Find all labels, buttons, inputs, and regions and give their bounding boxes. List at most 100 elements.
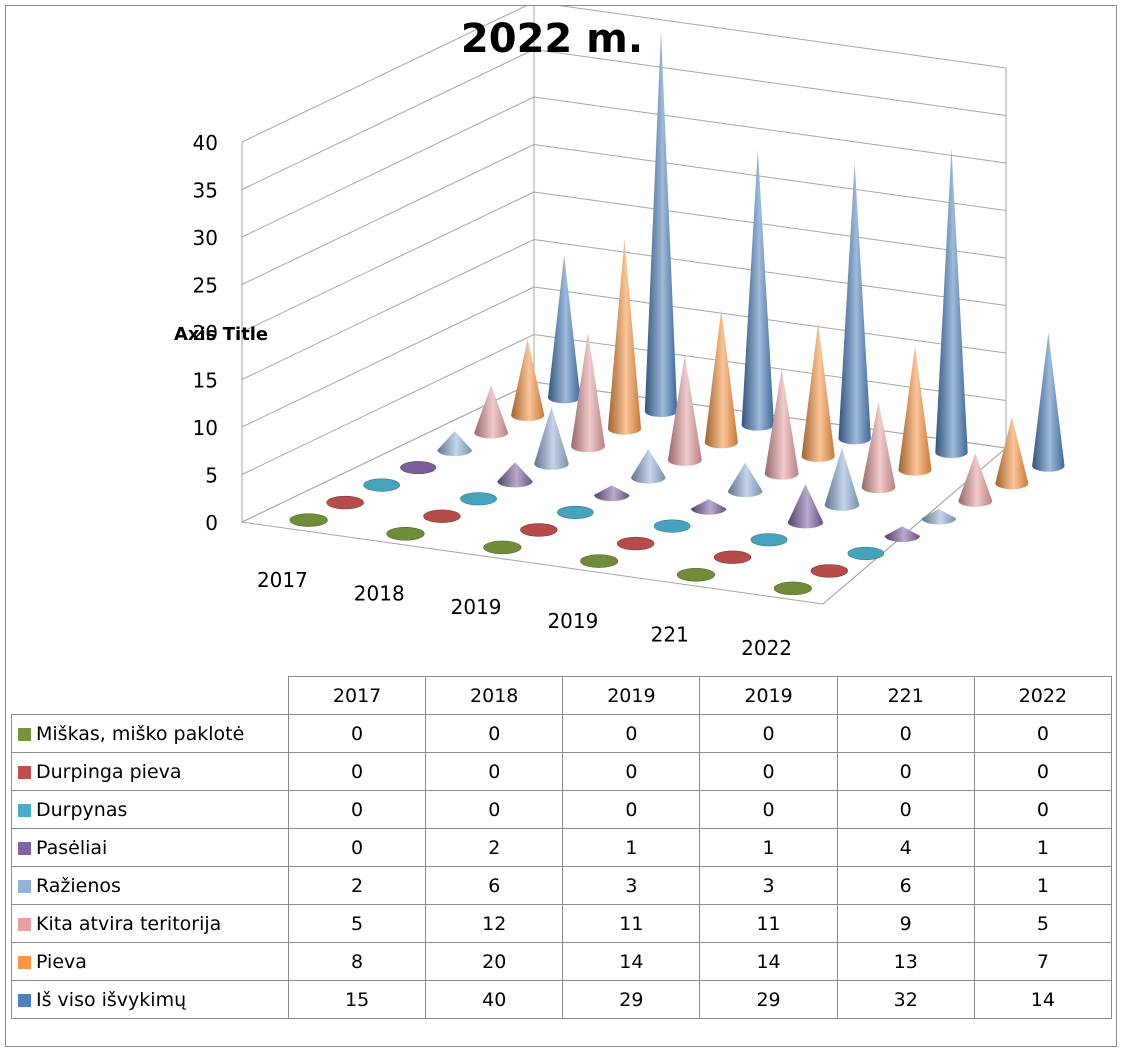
cone-5-0 [474,385,509,439]
cone-0-1 [386,526,425,541]
cone-4-3 [727,462,763,498]
legend-swatch [18,841,31,855]
cone-1-3 [616,536,655,551]
cone-2-4 [750,533,788,547]
table-cell: 14 [562,942,701,981]
table-cell: 2 [425,828,564,867]
cone-6-1 [607,238,642,435]
table-cell: 3 [699,866,838,905]
cone-7-5 [1032,332,1065,472]
table-header-cell: 2019 [699,676,838,715]
cone-6-0 [511,339,545,421]
cone-0-3 [580,554,619,568]
table-row: Miškas, miško paklotė 0 0 0 0 0 0 [11,714,1113,753]
legend-label: Ražienos [36,874,121,897]
table-cell: 0 [425,752,564,791]
legend-label: Durpinga pieva [36,760,182,783]
table-cell: 8 [287,942,427,981]
table-corner-cell [11,676,289,715]
table-cell: 40 [425,980,564,1019]
table-cell: 0 [973,790,1113,829]
cone-1-4 [713,550,752,564]
cone-5-5 [958,453,993,507]
table-cell: 0 [425,790,564,829]
cone-1-2 [520,523,558,537]
cone-5-2 [667,355,702,466]
cone-0-5 [773,581,812,596]
cone-6-5 [995,416,1029,490]
legend-swatch [18,955,31,969]
legend-label: Kita atvira teritorija [36,912,222,935]
table-header-cell: 221 [836,676,975,715]
legend-swatch [18,765,31,779]
y-axis-title: Axis Title [174,324,269,345]
x-tick-label: 2022 [741,636,792,660]
cone-3-2 [594,485,630,502]
table-cell: 9 [836,904,975,943]
table-cell: 3 [562,866,701,905]
x-tick-label: 2017 [257,568,308,592]
x-tick-label: 221 [651,623,689,647]
cone-4-4 [824,447,860,511]
table-cell: 0 [562,752,701,791]
legend-entry: Durpinga pieva [11,752,289,791]
table-cell: 0 [699,752,838,791]
table-cell: 0 [973,714,1113,753]
cone-6-2 [704,309,738,449]
table-cell: 15 [287,980,427,1019]
table-cell: 1 [562,828,701,867]
cone-6-3 [801,323,835,462]
table-cell: 0 [425,714,564,753]
cone-2-3 [653,519,691,533]
legend-label: Pieva [36,950,87,973]
table-cell: 4 [836,828,975,867]
cone-7-1 [644,31,678,418]
table-row: Iš viso išvykimų 15 40 29 29 32 14 [11,980,1113,1019]
y-tick-label: 20 [193,321,218,345]
cone-4-2 [631,448,666,484]
table-cell: 0 [699,790,838,829]
table-cell: 14 [973,980,1113,1019]
table-cell: 0 [562,714,701,753]
cone-5-3 [764,369,799,480]
y-tick-label: 40 [193,131,218,155]
legend-label: Pasėliai [36,836,108,859]
table-cell: 1 [973,866,1113,905]
chart-plot: 0 5 10 15 20 25 30 35 40 2017 2018 2019 2019 221 2022 [193,6,1065,660]
table-cell: 11 [562,904,701,943]
cone-3-1 [497,462,533,488]
cone-2-1 [460,492,497,506]
table-header-cell: 2018 [425,676,564,715]
table-cell: 0 [836,790,975,829]
cone-4-5 [921,508,957,525]
chart-title: 2022 m. [460,16,644,62]
table-cell: 11 [699,904,838,943]
table-cell: 29 [699,980,838,1019]
table-row: Pasėliai 0 2 1 1 4 1 [11,828,1113,867]
y-tick-labels: 0 5 10 15 20 25 30 35 40 [193,131,218,535]
y-tick-label: 15 [193,369,218,393]
table-cell: 0 [287,790,427,829]
table-cell: 20 [425,942,564,981]
y-tick-label: 30 [193,226,218,250]
cone-1-1 [423,509,461,523]
table-cell: 7 [973,942,1113,981]
cone-0-4 [676,567,716,582]
table-cell: 5 [287,904,427,943]
cone-5-4 [861,401,896,494]
table-cell: 0 [836,714,975,753]
table-header-cell: 2017 [287,676,427,715]
table-cell: 1 [699,828,838,867]
cone-3-4 [787,484,824,529]
cone-7-2 [741,149,775,431]
table-row: Durpynas 0 0 0 0 0 0 [11,790,1113,829]
x-tick-label: 2018 [354,582,405,606]
cone-0-2 [483,540,522,555]
y-tick-label: 35 [193,179,218,203]
y-tick-label: 10 [193,416,218,440]
cone-7-4 [935,148,968,458]
cone-2-0 [363,478,401,492]
x-tick-labels: 2017 2018 2019 2019 221 2022 [257,568,792,660]
table-cell: 0 [287,752,427,791]
table-header-cell: 2022 [973,676,1113,715]
